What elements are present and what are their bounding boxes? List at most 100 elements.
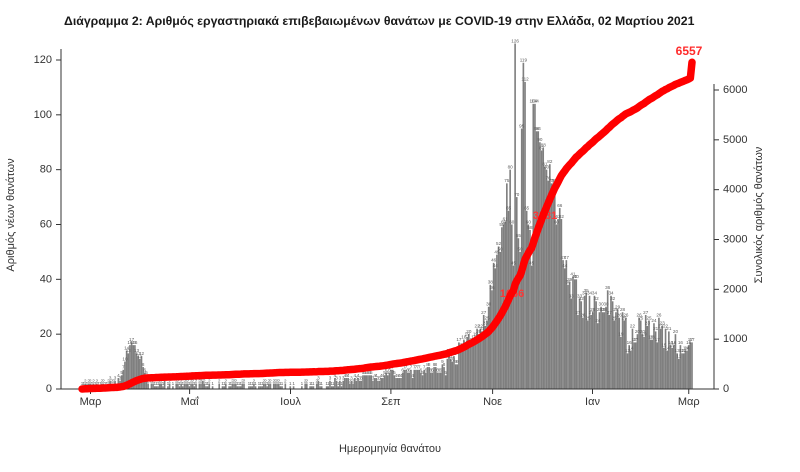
svg-text:Σεπ: Σεπ [381,396,401,408]
svg-text:8: 8 [434,362,437,367]
svg-text:44: 44 [493,263,499,268]
svg-text:0: 0 [46,383,52,395]
svg-text:17: 17 [633,337,639,342]
svg-text:36: 36 [489,285,495,290]
svg-text:17: 17 [689,337,695,342]
svg-text:6: 6 [425,367,428,372]
svg-text:82: 82 [547,159,553,164]
svg-text:23: 23 [645,321,651,326]
svg-text:75: 75 [504,178,510,183]
svg-text:20: 20 [673,329,679,334]
svg-text:80: 80 [544,164,550,169]
svg-text:Συνολικός αριθμός θανάτων: Συνολικός αριθμός θανάτων [753,146,765,283]
svg-text:60: 60 [526,219,532,224]
svg-text:Νοε: Νοε [483,396,502,408]
svg-text:2000: 2000 [723,283,747,295]
svg-text:34: 34 [592,291,598,296]
svg-text:44: 44 [562,263,568,268]
svg-text:Ιαν: Ιαν [585,396,600,408]
svg-text:104: 104 [531,99,539,104]
svg-text:60: 60 [509,219,515,224]
svg-text:25: 25 [638,315,644,320]
svg-text:46: 46 [491,258,497,263]
svg-text:126: 126 [511,38,519,43]
svg-text:34: 34 [608,291,614,296]
svg-text:6: 6 [439,367,442,372]
svg-text:61: 61 [503,217,509,222]
svg-text:100: 100 [34,109,52,121]
svg-text:14: 14 [628,345,634,350]
svg-text:1: 1 [340,381,343,386]
svg-text:65: 65 [506,206,512,211]
svg-text:65: 65 [524,206,530,211]
svg-text:50: 50 [498,247,504,252]
svg-text:Αριθμός νέων θανάτων: Αριθμός νέων θανάτων [5,158,17,272]
svg-text:32: 32 [594,296,600,301]
svg-text:Μαΐ: Μαΐ [181,396,200,408]
svg-text:119: 119 [520,58,528,63]
svg-text:28: 28 [620,307,626,312]
svg-text:26: 26 [623,313,629,318]
svg-text:11: 11 [676,354,681,359]
svg-text:60: 60 [40,219,52,231]
svg-text:47: 47 [564,255,570,260]
svg-text:5: 5 [120,370,123,375]
svg-text:112: 112 [521,77,529,82]
svg-text:30: 30 [603,302,609,307]
svg-text:3000: 3000 [723,234,747,246]
svg-text:33: 33 [569,293,575,298]
svg-text:5: 5 [444,370,447,375]
svg-text:4: 4 [411,373,414,378]
svg-text:27: 27 [481,310,487,315]
svg-text:20: 20 [466,329,472,334]
svg-text:23: 23 [483,321,489,326]
svg-text:7: 7 [122,365,125,370]
svg-text:32: 32 [610,296,616,301]
svg-text:4: 4 [400,373,403,378]
svg-text:13: 13 [126,348,132,353]
svg-text:27: 27 [643,310,649,315]
svg-text:32: 32 [579,296,585,301]
svg-text:17: 17 [655,337,661,342]
svg-text:120: 120 [34,54,52,66]
svg-text:19: 19 [618,332,624,337]
svg-text:6000: 6000 [723,84,747,96]
svg-text:22: 22 [630,323,636,328]
svg-text:38: 38 [488,280,494,285]
svg-text:66: 66 [557,203,563,208]
svg-text:24: 24 [595,318,601,323]
svg-text:16: 16 [671,340,677,345]
svg-text:8: 8 [428,362,431,367]
svg-text:30: 30 [486,302,492,307]
svg-text:25: 25 [484,315,490,320]
svg-text:0: 0 [723,383,729,395]
svg-text:3: 3 [360,376,363,381]
svg-text:1000: 1000 [723,333,747,345]
svg-text:6: 6 [431,367,434,372]
svg-text:80: 80 [508,164,514,169]
svg-text:95: 95 [519,123,525,128]
svg-text:45: 45 [511,260,517,265]
svg-text:Μαρ: Μαρ [678,396,700,408]
svg-text:28: 28 [590,307,596,312]
svg-text:36: 36 [605,285,611,290]
svg-text:3: 3 [317,376,320,381]
svg-text:6557: 6557 [676,44,703,58]
svg-text:26: 26 [656,313,662,318]
svg-text:50: 50 [518,247,524,252]
svg-text:1: 1 [320,381,323,386]
svg-text:52: 52 [496,241,502,246]
svg-text:88: 88 [541,143,547,148]
svg-text:24: 24 [651,318,657,323]
svg-text:2: 2 [243,378,246,383]
svg-text:2: 2 [284,378,287,383]
svg-text:10: 10 [122,356,128,361]
svg-text:62: 62 [559,214,565,219]
svg-text:1: 1 [332,381,335,386]
svg-text:40: 40 [574,274,580,279]
svg-text:20: 20 [40,328,52,340]
svg-text:80: 80 [40,164,52,176]
svg-text:40: 40 [40,273,52,285]
svg-text:4000: 4000 [723,184,747,196]
svg-text:14: 14 [684,345,690,350]
